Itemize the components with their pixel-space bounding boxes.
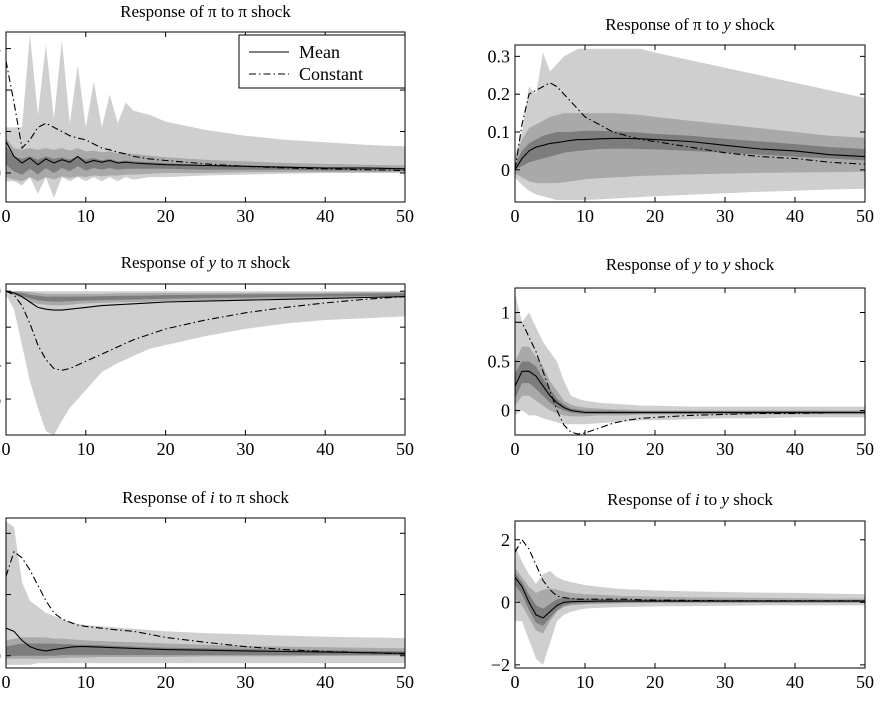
y-tick-label: 0.3 bbox=[488, 46, 511, 66]
y-tick-label: 2 bbox=[0, 523, 1, 543]
x-tick-label: 50 bbox=[856, 439, 874, 459]
series-line-mean bbox=[515, 137, 865, 171]
x-tick-label: 0 bbox=[511, 206, 520, 226]
x-tick-label: 30 bbox=[236, 672, 254, 692]
x-tick-label: 0 bbox=[2, 206, 11, 226]
axes-frame bbox=[5, 283, 406, 436]
legend-box bbox=[238, 34, 406, 89]
x-tick-label: 20 bbox=[646, 672, 664, 692]
band-mid bbox=[515, 346, 865, 417]
band-mid bbox=[6, 138, 405, 182]
axes-frame bbox=[514, 520, 866, 669]
x-tick-label: 30 bbox=[716, 206, 734, 226]
legend-label-constant: Constant bbox=[299, 64, 363, 84]
panel-y-to-y: 0 10 20 30 40 50 0 0.5 1 Response of y to y shock bbox=[488, 255, 875, 459]
panel-pi-to-pi: 0 10 20 30 40 50 0 0.5 1 1.5 Response of π to π sh… bbox=[0, 2, 414, 226]
y-tick-label: 0 bbox=[0, 646, 1, 666]
x-tick-label: 0 bbox=[511, 672, 520, 692]
y-tick-label: −0.2 bbox=[0, 317, 1, 337]
series-line-constant bbox=[515, 321, 865, 435]
x-tick-label: 50 bbox=[396, 439, 414, 459]
x-tick-label: 30 bbox=[236, 439, 254, 459]
x-tick-label: 50 bbox=[396, 672, 414, 692]
panel-title: Response of y to π shock bbox=[121, 253, 291, 272]
axes-frame bbox=[5, 31, 406, 203]
x-tick-label: 20 bbox=[646, 439, 664, 459]
y-tick-label: 0 bbox=[501, 401, 510, 421]
x-tick-label: 10 bbox=[77, 439, 95, 459]
y-tick-label: 0 bbox=[0, 163, 1, 183]
x-tick-label: 50 bbox=[856, 672, 874, 692]
x-tick-label: 40 bbox=[316, 672, 334, 692]
panel-y-to-pi: 0 10 20 30 40 50 0 −0.2 −0.4 −0.6 Response of y to… bbox=[0, 253, 414, 459]
panel-title: Response of π to y shock bbox=[605, 15, 775, 34]
y-tick-label: 0 bbox=[501, 160, 510, 180]
panel-title: Response of i to y shock bbox=[607, 490, 773, 509]
series-line-constant bbox=[515, 82, 865, 170]
y-tick-label: 0.1 bbox=[488, 122, 511, 142]
x-tick-label: 10 bbox=[576, 439, 594, 459]
panel-title: Response of i to π shock bbox=[122, 488, 289, 507]
x-tick-label: 40 bbox=[316, 206, 334, 226]
axes-frame bbox=[5, 517, 406, 669]
x-tick-label: 20 bbox=[157, 439, 175, 459]
band-inner bbox=[6, 291, 405, 302]
series-line-constant bbox=[6, 290, 405, 371]
y-tick-label: −2 bbox=[491, 655, 510, 675]
y-tick-label: 2 bbox=[501, 530, 510, 550]
band-outer bbox=[515, 546, 865, 665]
panel-title: Response of π to π shock bbox=[120, 2, 291, 21]
y-tick-label: 1.5 bbox=[0, 39, 1, 59]
x-tick-label: 40 bbox=[786, 672, 804, 692]
legend-label-mean: Mean bbox=[299, 42, 340, 62]
series-line-mean bbox=[515, 370, 865, 414]
series-line-mean bbox=[6, 290, 405, 311]
band-outer bbox=[6, 291, 405, 435]
x-tick-label: 20 bbox=[157, 672, 175, 692]
y-tick-label: 1 bbox=[0, 585, 1, 605]
x-tick-label: 20 bbox=[157, 206, 175, 226]
band-inner bbox=[515, 130, 865, 170]
x-tick-label: 30 bbox=[716, 439, 734, 459]
series-line-constant bbox=[515, 538, 865, 602]
x-tick-label: 0 bbox=[2, 672, 11, 692]
panel-pi-to-y: 0 10 20 30 40 50 0 0.1 0.2 0.3 Response of π to y … bbox=[488, 15, 875, 226]
series-line-mean bbox=[6, 627, 405, 654]
y-tick-label: 1 bbox=[501, 303, 510, 323]
y-tick-label: 0 bbox=[501, 592, 510, 612]
y-tick-label: 0.5 bbox=[488, 352, 511, 372]
y-tick-label: 0.2 bbox=[488, 84, 511, 104]
x-tick-label: 20 bbox=[646, 206, 664, 226]
x-tick-label: 30 bbox=[236, 206, 254, 226]
x-tick-label: 0 bbox=[511, 439, 520, 459]
x-tick-label: 50 bbox=[396, 206, 414, 226]
x-tick-label: 30 bbox=[716, 672, 734, 692]
x-tick-label: 40 bbox=[786, 439, 804, 459]
axes-frame bbox=[514, 44, 866, 203]
series-line-constant bbox=[6, 60, 405, 172]
y-tick-label: 0 bbox=[0, 281, 1, 301]
x-tick-label: 10 bbox=[576, 206, 594, 226]
x-tick-label: 10 bbox=[77, 206, 95, 226]
series-line-constant bbox=[6, 550, 405, 655]
y-tick-label: −0.4 bbox=[0, 353, 1, 373]
x-tick-label: 50 bbox=[856, 206, 874, 226]
x-tick-label: 10 bbox=[77, 672, 95, 692]
band-outer bbox=[6, 521, 405, 665]
x-tick-label: 40 bbox=[316, 439, 334, 459]
series-line-mean bbox=[6, 141, 405, 170]
x-tick-label: 10 bbox=[576, 672, 594, 692]
panel-i-to-pi: 0 10 20 30 40 50 0 1 2 Response of i to π shock bbox=[0, 488, 414, 692]
panel-title: Response of y to y shock bbox=[606, 255, 775, 274]
band-inner bbox=[515, 572, 865, 626]
x-tick-label: 0 bbox=[2, 439, 11, 459]
y-tick-label: 0.5 bbox=[0, 122, 1, 142]
y-tick-label: 1 bbox=[0, 80, 1, 100]
y-tick-label: −0.6 bbox=[0, 389, 1, 409]
x-tick-label: 40 bbox=[786, 206, 804, 226]
